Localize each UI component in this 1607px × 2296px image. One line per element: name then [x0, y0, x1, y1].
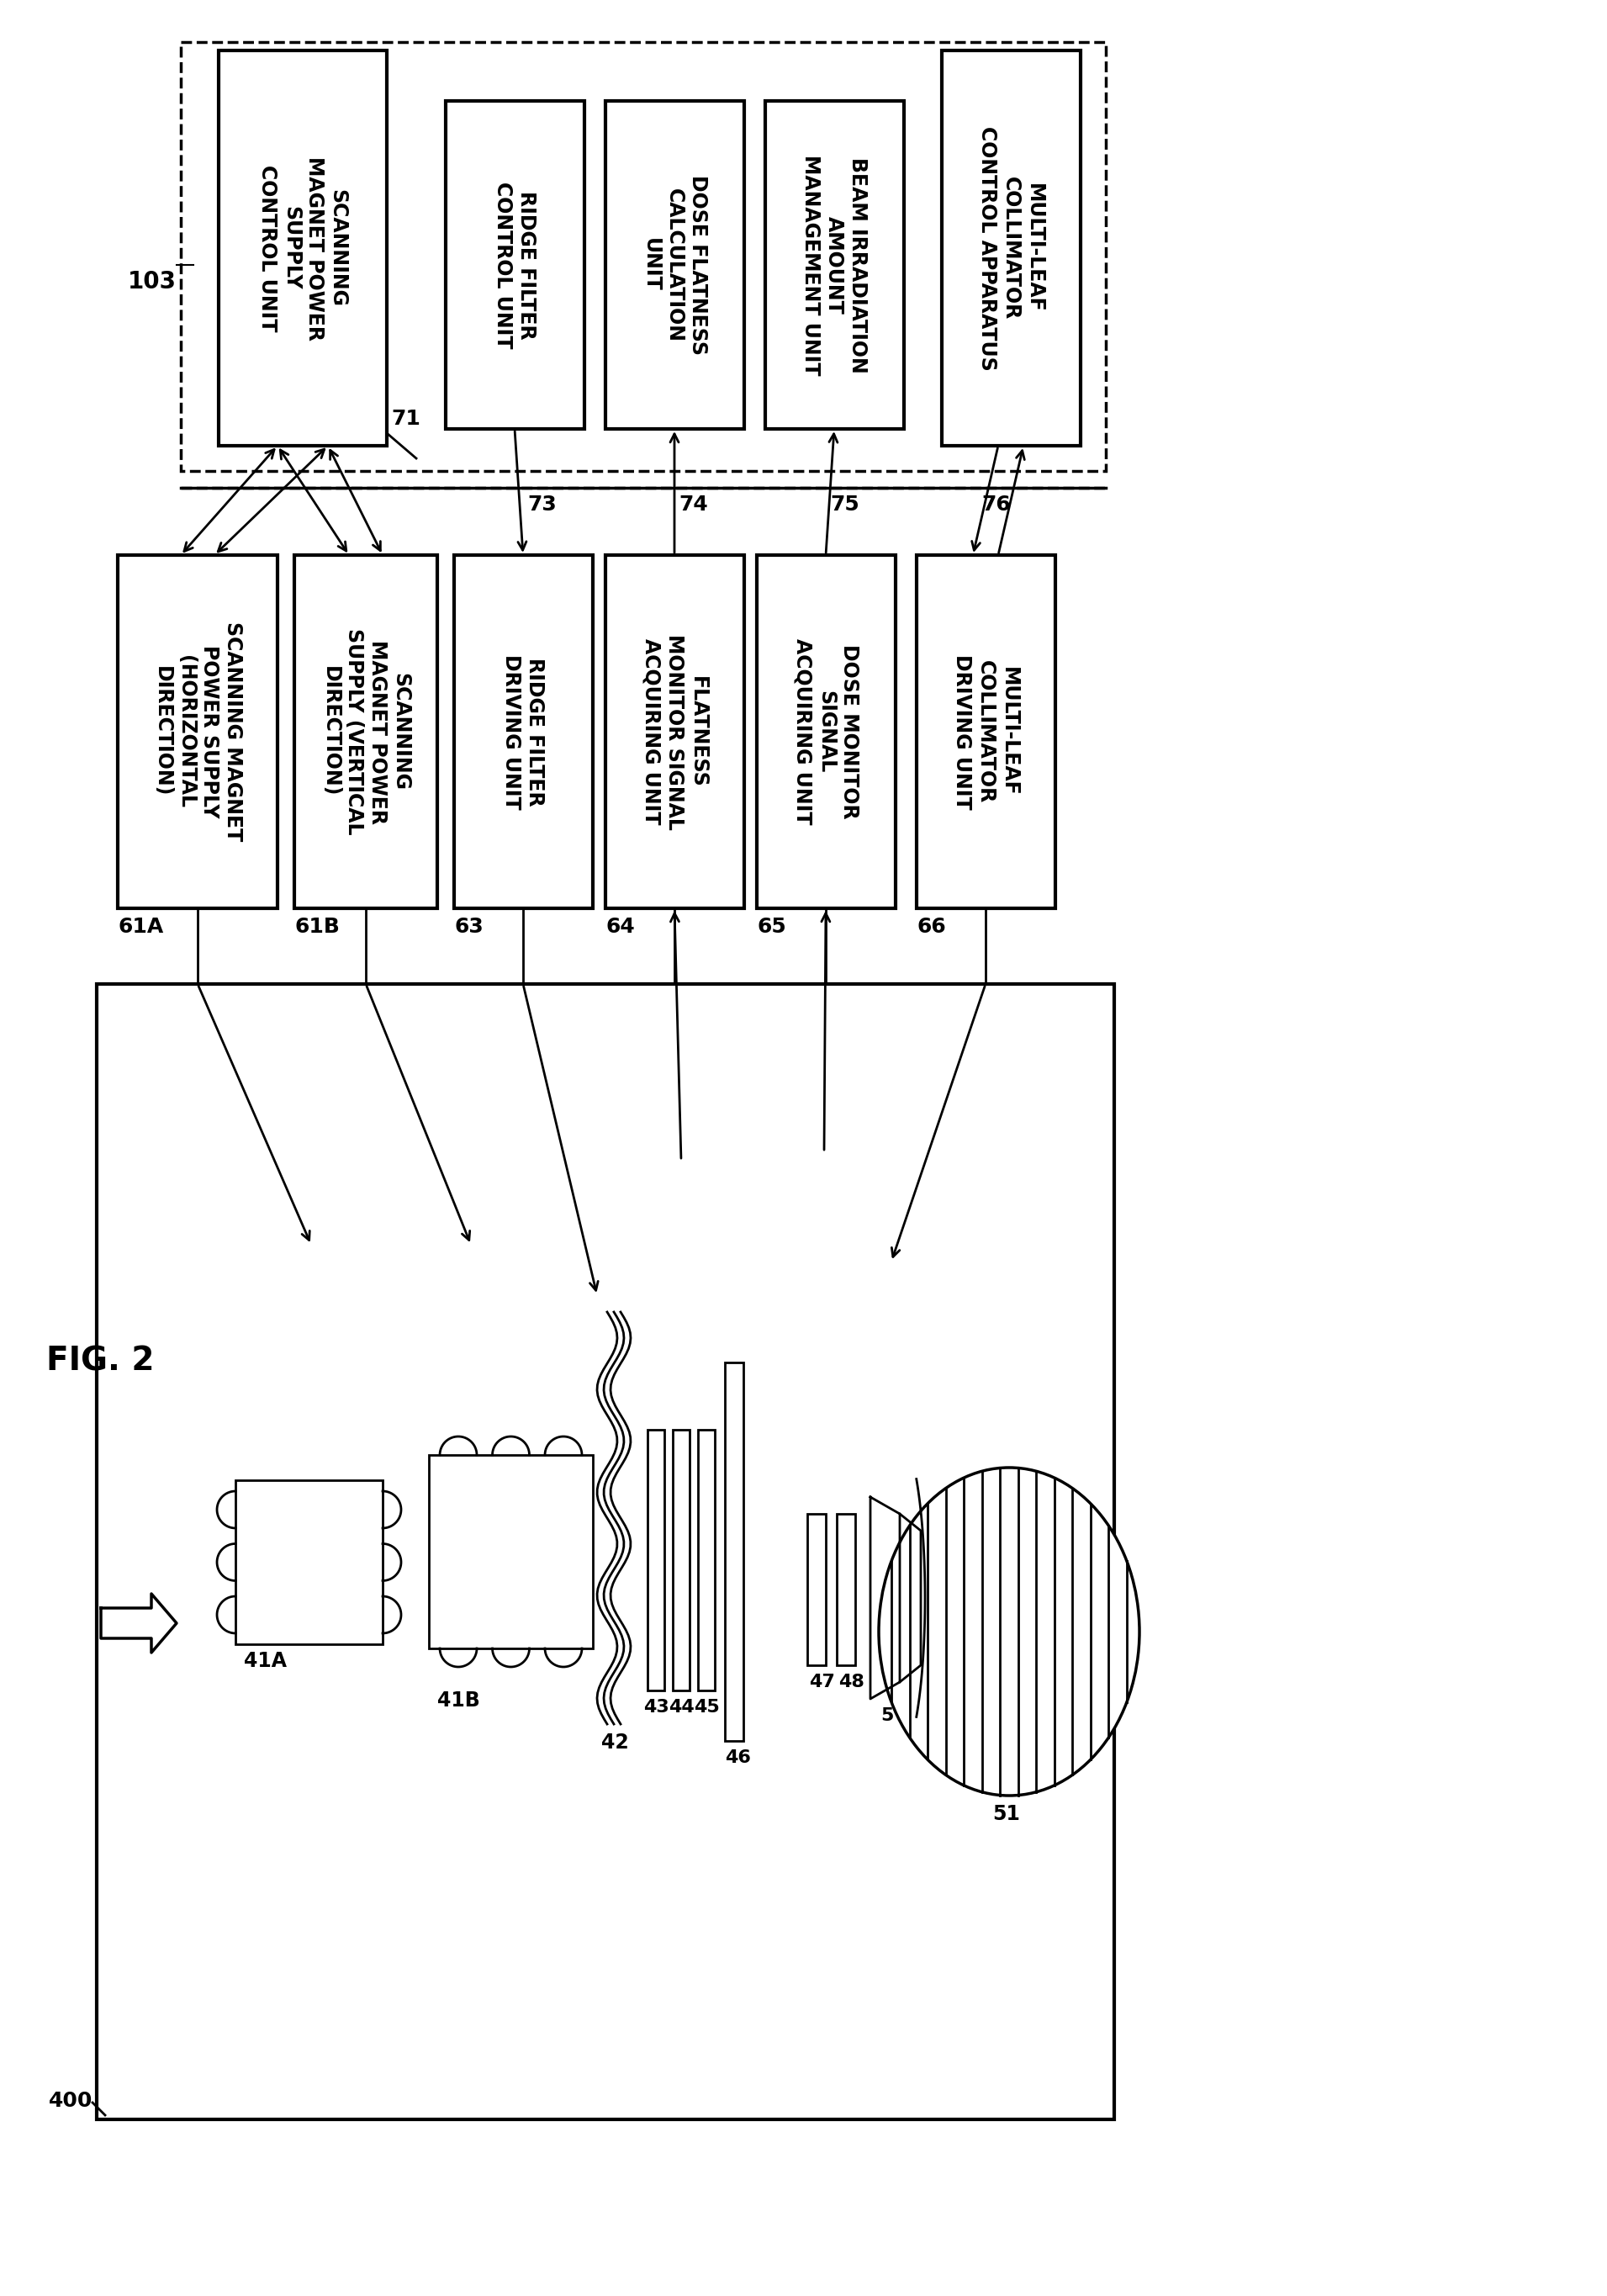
- Bar: [236, 1481, 382, 1644]
- Text: 46: 46: [725, 1750, 750, 1766]
- Text: 400: 400: [48, 2092, 93, 2110]
- Polygon shape: [101, 1593, 177, 1653]
- Text: 65: 65: [757, 916, 786, 937]
- Bar: [673, 1430, 689, 1690]
- Text: 61A: 61A: [117, 916, 164, 937]
- Text: 103: 103: [129, 271, 177, 294]
- Text: BEAM IRRADIATION
AMOUNT
MANAGEMENT UNIT: BEAM IRRADIATION AMOUNT MANAGEMENT UNIT: [800, 154, 868, 374]
- Bar: [807, 1513, 826, 1665]
- Bar: [294, 556, 437, 909]
- Bar: [757, 556, 895, 909]
- Bar: [117, 556, 278, 909]
- Text: FLATNESS
MONITOR SIGNAL
ACQUIRING UNIT: FLATNESS MONITOR SIGNAL ACQUIRING UNIT: [641, 634, 709, 829]
- Bar: [697, 1430, 715, 1690]
- Bar: [219, 51, 387, 445]
- Text: 47: 47: [808, 1674, 836, 1690]
- Text: 48: 48: [839, 1674, 865, 1690]
- Text: 63: 63: [455, 916, 484, 937]
- Text: 73: 73: [527, 494, 556, 514]
- Text: DOSE MONITOR
SIGNAL
ACQUIRING UNIT: DOSE MONITOR SIGNAL ACQUIRING UNIT: [792, 638, 860, 824]
- Text: 61B: 61B: [294, 916, 339, 937]
- Text: 75: 75: [829, 494, 860, 514]
- Text: SCANNING
MAGNET POWER
SUPPLY (VERTICAL
DIRECTION): SCANNING MAGNET POWER SUPPLY (VERTICAL D…: [321, 629, 411, 836]
- Text: SCANNING
MAGNET POWER
SUPPLY
CONTROL UNIT: SCANNING MAGNET POWER SUPPLY CONTROL UNI…: [257, 156, 347, 340]
- Text: 76: 76: [982, 494, 1011, 514]
- Bar: [96, 985, 1114, 2119]
- Bar: [445, 101, 585, 429]
- Bar: [606, 556, 744, 909]
- Bar: [916, 556, 1056, 909]
- Text: RIDGE FILTER
DRIVING UNIT: RIDGE FILTER DRIVING UNIT: [501, 654, 545, 808]
- Text: SCANNING MAGNET
POWER SUPPLY
(HORIZONTAL
DIRECTION): SCANNING MAGNET POWER SUPPLY (HORIZONTAL…: [153, 622, 243, 843]
- Bar: [182, 41, 1106, 471]
- Text: 64: 64: [606, 916, 635, 937]
- Bar: [765, 101, 905, 429]
- Ellipse shape: [879, 1467, 1139, 1795]
- Text: 5: 5: [881, 1708, 893, 1724]
- Bar: [837, 1513, 855, 1665]
- Text: 66: 66: [916, 916, 947, 937]
- Bar: [725, 1362, 744, 1740]
- Text: 71: 71: [391, 409, 421, 429]
- Bar: [648, 1430, 664, 1690]
- Text: FIG. 2: FIG. 2: [47, 1345, 154, 1378]
- Text: 74: 74: [678, 494, 707, 514]
- Text: 42: 42: [601, 1733, 628, 1752]
- Text: 41A: 41A: [244, 1651, 286, 1671]
- Bar: [942, 51, 1080, 445]
- Text: 45: 45: [694, 1699, 720, 1715]
- Bar: [455, 556, 593, 909]
- Bar: [606, 101, 744, 429]
- Text: RIDGE FILTER
CONTROL UNIT: RIDGE FILTER CONTROL UNIT: [493, 181, 537, 349]
- Text: MULTI-LEAF
COLLIMATOR
CONTROL APPARATUS: MULTI-LEAF COLLIMATOR CONTROL APPARATUS: [977, 126, 1045, 370]
- Text: 51: 51: [992, 1805, 1020, 1825]
- Text: 44: 44: [669, 1699, 694, 1715]
- Bar: [429, 1456, 593, 1649]
- Text: DOSE FLATNESS
CALCULATION
UNIT: DOSE FLATNESS CALCULATION UNIT: [641, 174, 709, 356]
- Text: MULTI-LEAF
COLLIMATOR
DRIVING UNIT: MULTI-LEAF COLLIMATOR DRIVING UNIT: [951, 654, 1019, 808]
- Text: 43: 43: [643, 1699, 669, 1715]
- Text: 41B: 41B: [437, 1690, 480, 1711]
